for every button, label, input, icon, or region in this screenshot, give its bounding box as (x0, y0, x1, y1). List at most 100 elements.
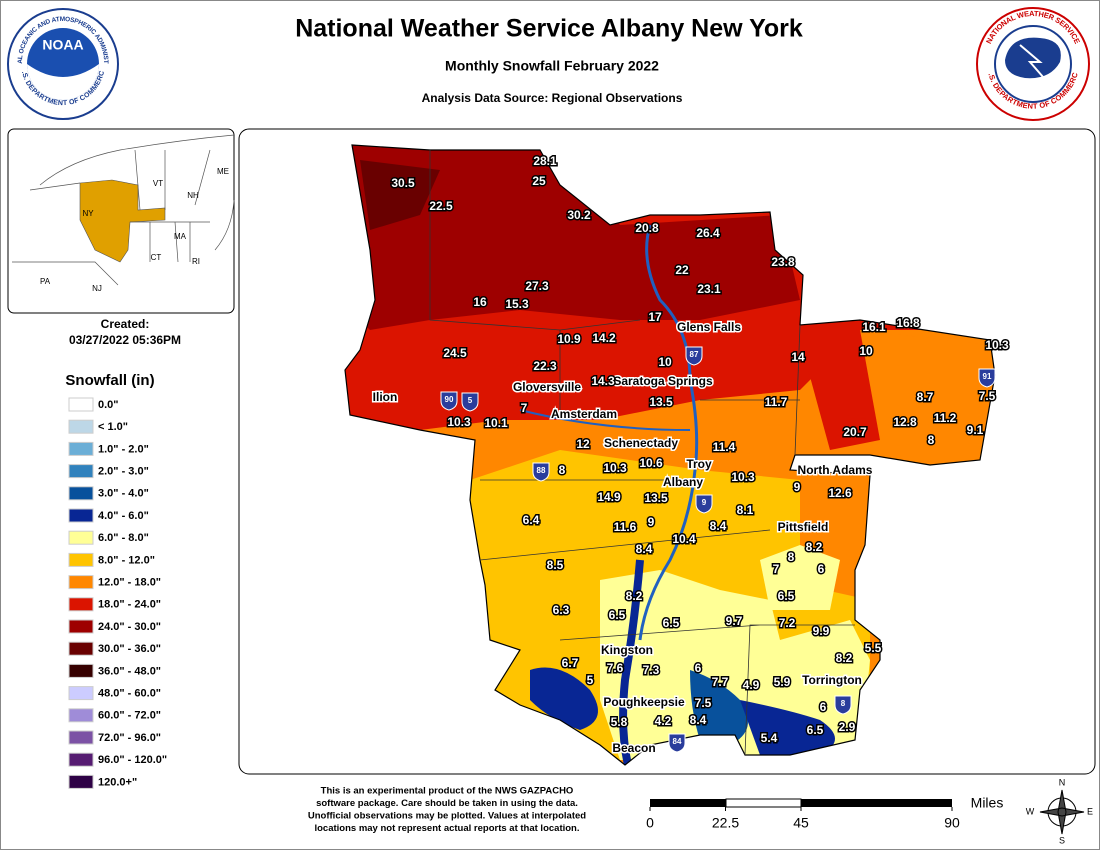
observation-value: 7.5 (979, 389, 996, 403)
observation-value: 9.1 (967, 423, 984, 437)
observation-value: 7.5 (695, 696, 712, 710)
observation-value: 9.7 (726, 614, 743, 628)
observation-value: 10 (859, 344, 873, 358)
shield-number: 8 (841, 699, 846, 708)
legend-label: < 1.0" (98, 421, 128, 433)
scale-label: 45 (793, 815, 809, 831)
disclaimer-line: Unofficial observations may be plotted. … (308, 811, 586, 822)
disclaimer-line: software package. Care should be taken i… (316, 798, 578, 809)
observation-value: 22.3 (533, 359, 557, 373)
state-label: RI (192, 257, 200, 266)
legend-label: 6.0" - 8.0" (98, 532, 149, 544)
observation-value: 8.4 (690, 713, 707, 727)
inset-map (7, 128, 235, 314)
observation-value: 9 (648, 515, 655, 529)
city-label: Beacon (612, 741, 655, 755)
observation-value: 22 (675, 263, 689, 277)
shield-number: 87 (690, 350, 699, 359)
observation-value: 11.7 (765, 395, 788, 409)
observation-value: 7.7 (712, 675, 729, 689)
observation-value: 8.1 (737, 503, 754, 517)
observation-value: 11.6 (614, 520, 637, 534)
observation-value: 10.3 (603, 461, 627, 475)
observation-value: 6.5 (778, 589, 795, 603)
observation-value: 22.5 (429, 199, 453, 213)
state-label: PA (40, 277, 51, 286)
legend-swatch (68, 641, 94, 656)
observation-value: 14.3 (591, 374, 615, 388)
state-label: VT (153, 179, 163, 188)
highway-shield: 87 (685, 346, 703, 366)
shield-shape (668, 733, 686, 753)
observation-value: 25 (532, 174, 546, 188)
observation-value: 6.5 (609, 608, 626, 622)
observation-value: 14.9 (597, 490, 621, 504)
shield-number: 9 (702, 498, 707, 507)
disclaimer-line: This is an experimental product of the N… (321, 786, 574, 797)
shield-shape (685, 346, 703, 366)
observation-value: 20.7 (843, 425, 867, 439)
observation-value: 9 (794, 480, 801, 494)
shield-shape (978, 368, 996, 388)
legend-swatch (68, 619, 94, 634)
title: National Weather Service Albany New York (295, 15, 803, 43)
shield-shape (532, 462, 550, 482)
observation-value: 8.2 (626, 589, 643, 603)
observation-value: 16 (473, 295, 487, 309)
observation-value: 6 (695, 661, 702, 675)
observation-value: 12.6 (828, 486, 852, 500)
scale-label: 90 (944, 815, 960, 831)
legend-label: 12.0" - 18.0" (98, 577, 161, 589)
observation-value: 27.3 (525, 279, 549, 293)
observation-value: 24.5 (443, 346, 467, 360)
observation-value: 8.5 (547, 558, 564, 572)
shield-shape (695, 494, 713, 514)
legend-swatch (68, 597, 94, 612)
observation-value: 20.8 (635, 221, 659, 235)
scale-label: 22.5 (712, 815, 739, 831)
legend-swatch (68, 397, 94, 412)
observation-value: 13.5 (649, 395, 673, 409)
observation-value: 16.8 (896, 316, 920, 330)
city-label: Saratoga Springs (613, 374, 713, 388)
observation-value: 7.3 (643, 663, 660, 677)
observation-value: 4.9 (743, 678, 760, 692)
legend-label: 18.0" - 24.0" (98, 599, 161, 611)
city-label: Albany (663, 475, 703, 489)
legend-label: 30.0" - 36.0" (98, 643, 161, 655)
observation-value: 16.1 (862, 320, 886, 334)
observation-value: 10.6 (639, 456, 663, 470)
hudson-river (638, 224, 699, 641)
boundaries (344, 144, 996, 766)
observation-value: 7 (773, 562, 780, 576)
legend-label: 0.0" (98, 399, 119, 411)
observation-value: 15.3 (505, 297, 529, 311)
state-label: NY (82, 209, 94, 218)
scale-bar (650, 798, 952, 808)
city-label: Kingston (601, 643, 653, 657)
observation-value: 10.3 (731, 470, 755, 484)
city-label: Amsterdam (551, 407, 617, 421)
shield-number: 90 (445, 395, 454, 404)
legend-label: 1.0" - 2.0" (98, 443, 149, 455)
highway-shield: 84 (668, 733, 686, 753)
highway-shield: 8 (834, 695, 852, 715)
highway-shield: 5 (461, 392, 479, 412)
observation-value: 7 (521, 401, 528, 415)
observation-value: 7.2 (779, 616, 796, 630)
observation-value: 6.7 (562, 656, 579, 670)
observation-value: 14 (791, 350, 805, 364)
observation-value: 30.2 (567, 208, 591, 222)
subtitle: Monthly Snowfall February 2022 (445, 58, 659, 74)
observation-value: 8.7 (917, 390, 934, 404)
highway-shield: 90 (440, 391, 458, 411)
shield-shape (461, 392, 479, 412)
legend-title: Snowfall (in) (65, 372, 154, 389)
noaa-text: NOAA (42, 37, 83, 53)
observation-value: 4.2 (655, 714, 672, 728)
observation-value: 10.4 (672, 532, 696, 546)
observation-value: 8 (788, 550, 795, 564)
observation-value: 9.9 (813, 624, 830, 638)
observation-value: 8.2 (806, 540, 823, 554)
city-label: North Adams (798, 463, 873, 477)
